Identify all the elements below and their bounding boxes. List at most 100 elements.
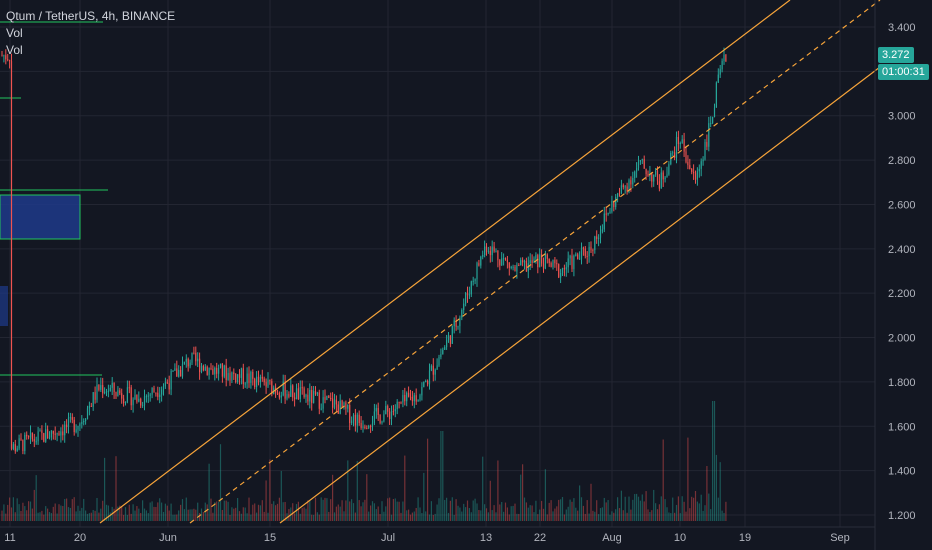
volume-bar <box>463 503 465 521</box>
volume-bar <box>499 504 501 521</box>
channel-lower-line[interactable] <box>279 66 881 524</box>
volume-bar <box>455 499 457 521</box>
candle-body <box>248 373 250 383</box>
volume-bar <box>541 500 543 521</box>
volume-bar <box>265 480 267 521</box>
candle-body <box>153 387 155 393</box>
volume-bar <box>254 503 256 521</box>
candle-body <box>603 213 605 230</box>
candle-body <box>611 200 613 212</box>
volume-bar <box>221 509 223 521</box>
volume-bar <box>256 512 258 521</box>
trend-channel[interactable] <box>99 0 881 524</box>
volume-bar <box>356 460 358 521</box>
candle-body <box>508 262 510 268</box>
volume-bar <box>560 499 562 521</box>
volume-bar <box>45 506 47 521</box>
candle-body <box>47 429 49 439</box>
volume-bar <box>75 511 77 521</box>
volume-bar <box>252 504 254 521</box>
volume-bar <box>295 504 298 521</box>
candle-body <box>67 417 70 428</box>
volume-bar <box>123 514 125 521</box>
candle-body <box>721 60 723 70</box>
candle-body <box>341 400 343 408</box>
candle-body <box>634 171 636 178</box>
volume-bar <box>199 512 201 521</box>
volume-bar <box>223 500 225 521</box>
candle-body <box>145 396 147 398</box>
volume-bar <box>539 509 541 521</box>
candle-body <box>434 369 436 375</box>
candle-body <box>313 391 315 403</box>
volume-bar <box>5 513 7 521</box>
candle-body <box>362 426 364 428</box>
price-axis[interactable]: 3.4003.2003.0002.8002.6002.4002.2002.000… <box>874 0 916 550</box>
candle-body <box>411 396 413 402</box>
candle-body <box>81 422 83 424</box>
candle-body <box>324 397 326 400</box>
volume-indicator-label-2[interactable]: Vol <box>6 43 23 57</box>
volume-bar <box>164 503 166 521</box>
volume-bar <box>573 498 575 521</box>
volume-bar <box>482 456 484 521</box>
volume-bar <box>83 498 85 521</box>
candle-body <box>1 55 3 57</box>
channel-upper-line[interactable] <box>99 0 791 524</box>
candle-body <box>267 379 269 387</box>
volume-bar <box>318 514 320 521</box>
candle-body <box>506 259 508 263</box>
support-resistance-zones <box>0 21 108 376</box>
time-axis[interactable]: 11 20 Jun 15 Jul 13 22 Aug 10 19 Sep <box>0 526 875 544</box>
price-tick-label: 3.400 <box>888 22 916 34</box>
volume-bar <box>31 508 33 521</box>
candle-body <box>459 317 461 327</box>
candle-body <box>394 409 396 412</box>
volume-bar <box>191 509 193 521</box>
symbol-title[interactable]: Qtum / TetherUS, 4h, BINANCE <box>6 9 176 23</box>
volume-bar <box>189 509 191 521</box>
volume-bar <box>406 510 408 521</box>
price-tick-label: 1.200 <box>888 510 916 522</box>
time-tick-label: Sep <box>830 532 850 544</box>
candle-body <box>5 55 7 60</box>
volume-bar <box>181 499 184 521</box>
volume-bar <box>352 503 355 521</box>
channel-median-line[interactable] <box>189 0 881 524</box>
candle-body <box>233 372 235 375</box>
candle-body <box>685 151 687 162</box>
candle-body <box>413 395 415 402</box>
volume-bar <box>151 501 153 521</box>
candle-body <box>214 367 216 375</box>
candle-body <box>421 386 423 396</box>
volume-bar <box>364 499 366 521</box>
volume-bar <box>339 506 341 521</box>
volume-bar <box>35 475 37 521</box>
volume-bar <box>371 501 374 521</box>
candle-body <box>470 281 472 295</box>
candle-body <box>288 394 290 397</box>
price-tick-label: 2.200 <box>888 288 916 300</box>
candle-body <box>677 136 679 145</box>
candle-body <box>712 116 714 124</box>
candle-body <box>130 387 132 406</box>
volume-bar <box>423 472 425 521</box>
volume-bar <box>33 489 35 521</box>
volume-bar <box>351 499 353 521</box>
candle-body <box>358 414 360 423</box>
volume-bar <box>634 494 636 521</box>
volume-bar <box>679 513 681 521</box>
candle-body <box>33 439 35 442</box>
candle-body <box>618 193 621 195</box>
candle-body <box>22 439 24 451</box>
candle-body <box>668 164 670 175</box>
volume-bar <box>320 497 322 521</box>
volume-indicator-label[interactable]: Vol <box>6 26 23 40</box>
candle-body <box>176 368 178 377</box>
volume-bar <box>185 497 187 521</box>
candle-body <box>379 415 381 423</box>
volume-bar <box>377 506 379 521</box>
volume-bar <box>267 512 269 521</box>
volume-bar <box>77 505 79 521</box>
